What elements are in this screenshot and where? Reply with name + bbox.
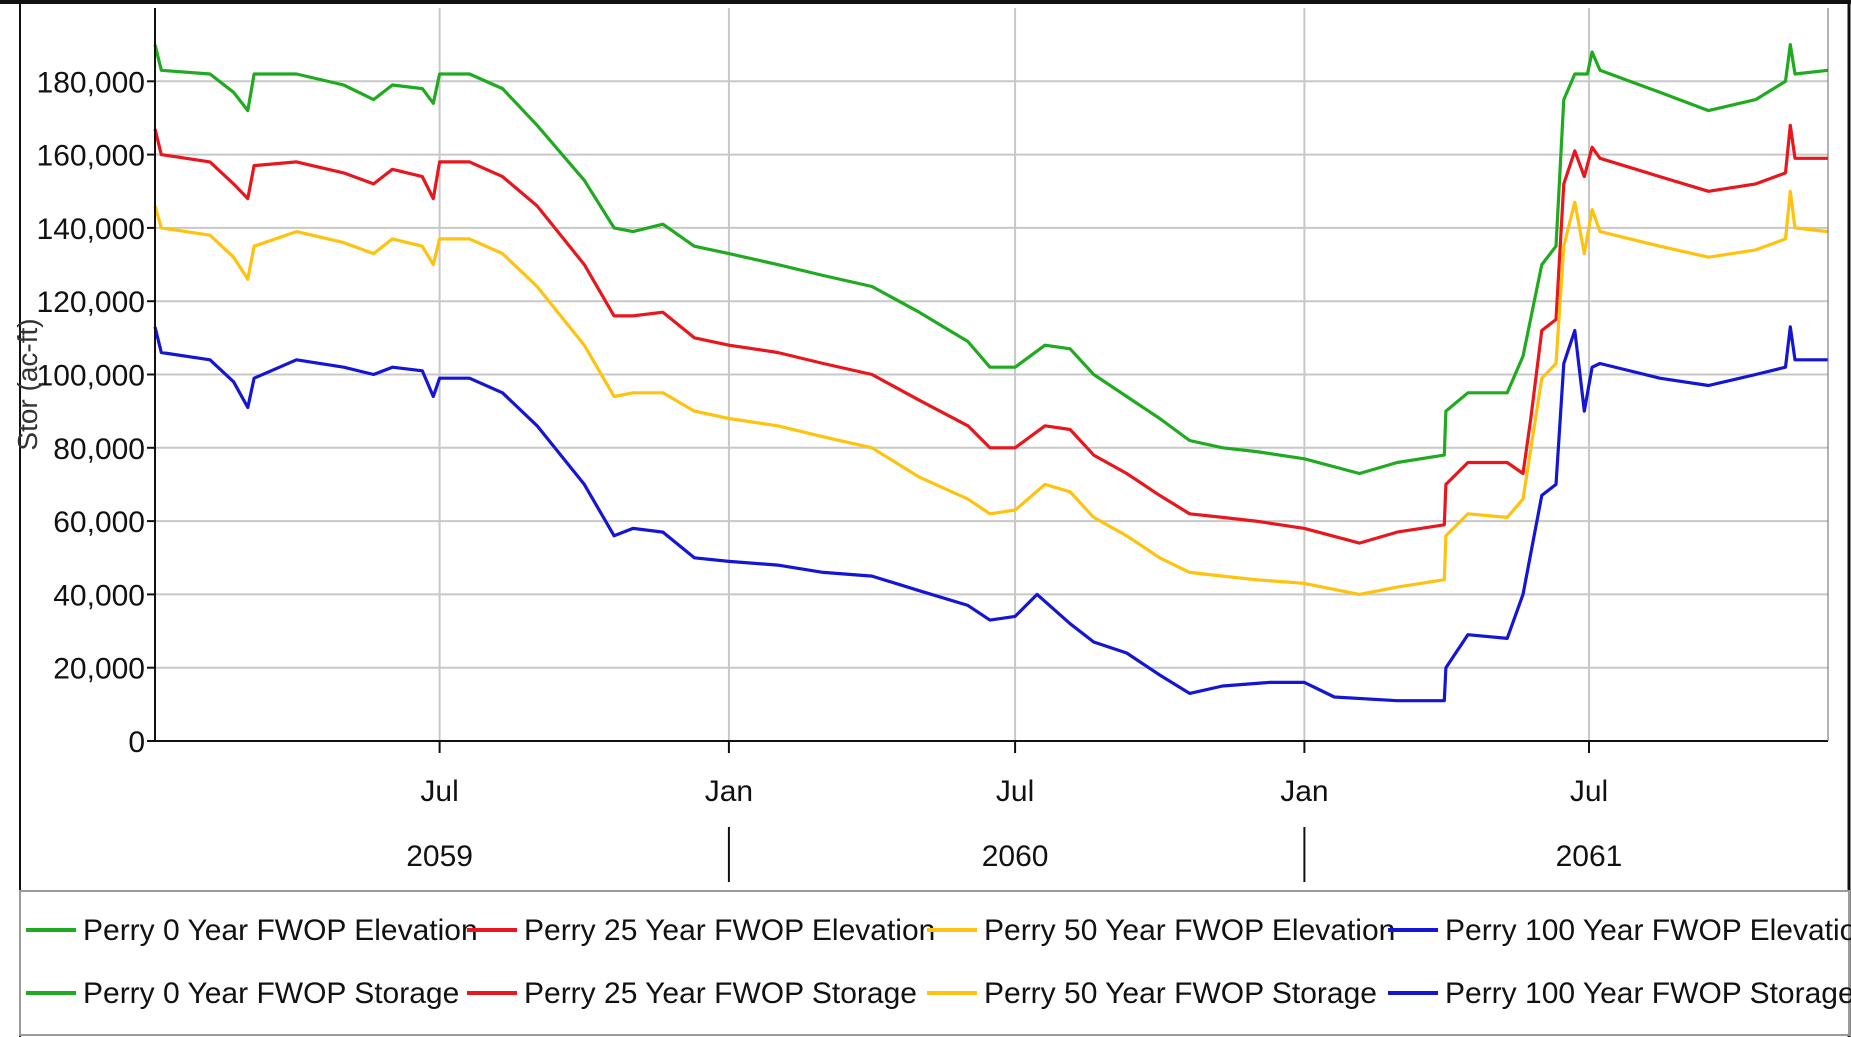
y-axis-title: Stor (ac-ft)	[12, 318, 43, 450]
year-label: 2061	[1556, 840, 1623, 873]
y-tick-label: 40,000	[53, 579, 145, 612]
legend-label: Perry 100 Year FWOP Storage	[1445, 977, 1851, 1010]
y-tick-label: 0	[128, 726, 145, 759]
x-tick-label: Jul	[996, 775, 1034, 808]
legend-label: Perry 50 Year FWOP Storage	[984, 977, 1377, 1010]
year-label: 2059	[406, 840, 473, 873]
y-tick-label: 120,000	[37, 286, 145, 319]
y-tick-label: 60,000	[53, 506, 145, 539]
series-line-0: Perry 0 Year FWOP Storage	[153, 43, 1829, 476]
x-tick-label: Jul	[420, 775, 458, 808]
x-tick-label: Jan	[1280, 775, 1328, 808]
legend-label: Perry 25 Year FWOP Elevation	[524, 914, 935, 947]
legend-label: Perry 25 Year FWOP Storage	[524, 977, 917, 1010]
legend-label: Perry 0 Year FWOP Elevation	[83, 914, 478, 947]
series-line-2: Perry 50 Year FWOP Storage	[153, 189, 1829, 596]
legend-box	[19, 890, 1850, 1036]
legend-label: Perry 0 Year FWOP Storage	[83, 977, 459, 1010]
x-tick-label: Jul	[1570, 775, 1608, 808]
legend-label: Perry 50 Year FWOP Elevation	[984, 914, 1395, 947]
y-tick-label: 20,000	[53, 653, 145, 686]
y-tick-label: 80,000	[53, 433, 145, 466]
y-tick-label: 100,000	[37, 360, 145, 393]
x-tick-label: Jan	[705, 775, 753, 808]
legend-label: Perry 100 Year FWOP Elevation	[1445, 914, 1851, 947]
series-line-3: Perry 100 Year FWOP Storage	[153, 325, 1828, 703]
y-tick-label: 180,000	[37, 66, 145, 99]
y-tick-label: 140,000	[37, 213, 145, 246]
year-label: 2060	[982, 840, 1049, 873]
y-tick-label: 160,000	[37, 140, 145, 173]
series-line-1: Perry 25 Year FWOP Storage	[153, 123, 1828, 545]
